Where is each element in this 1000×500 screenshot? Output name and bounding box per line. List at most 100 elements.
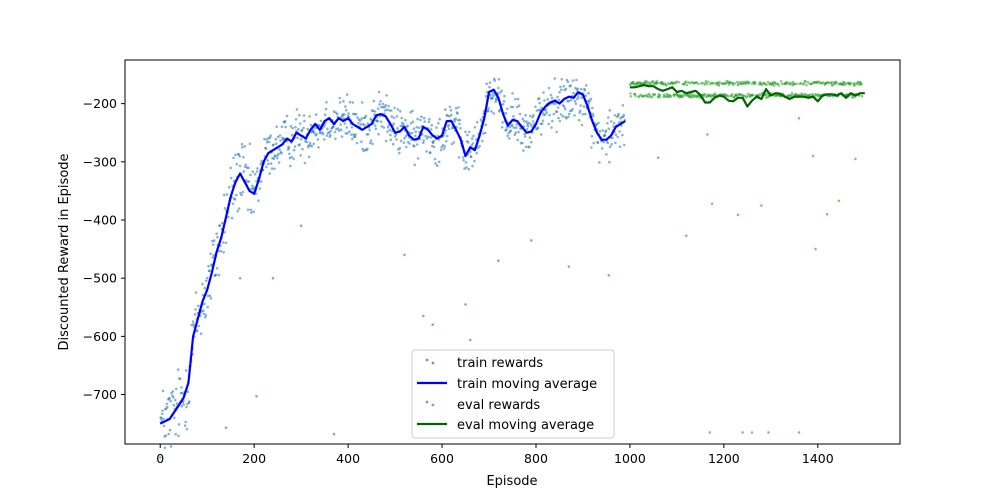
eval-reward-point — [786, 81, 789, 84]
train-reward-point — [507, 137, 511, 140]
train-reward-point — [464, 303, 467, 306]
train-reward-point — [523, 135, 527, 138]
train-reward-point — [221, 241, 225, 244]
legend-label-train-rewards: train rewards — [457, 356, 543, 371]
train-reward-point — [299, 138, 303, 141]
train-reward-point — [270, 167, 274, 170]
train-reward-point — [505, 126, 509, 129]
train-reward-point — [386, 125, 390, 129]
train-reward-point — [333, 130, 337, 134]
train-reward-point — [387, 104, 390, 108]
train-reward-point — [350, 133, 353, 136]
train-reward-point — [445, 140, 448, 143]
train-reward-point — [450, 113, 453, 117]
train-reward-point — [307, 144, 311, 147]
train-reward-point — [461, 156, 465, 159]
train-reward-point — [265, 138, 269, 141]
train-reward-point — [158, 456, 162, 459]
train-reward-point — [248, 142, 252, 146]
train-reward-point — [582, 105, 586, 108]
train-reward-point — [235, 193, 238, 197]
eval-reward-point — [780, 82, 784, 86]
train-reward-point — [577, 118, 581, 122]
train-reward-point — [388, 128, 392, 132]
train-reward-point — [521, 117, 525, 121]
train-reward-point — [495, 98, 498, 102]
train-reward-point — [342, 99, 345, 103]
train-reward-point — [607, 127, 611, 130]
train-reward-point — [491, 92, 495, 95]
train-reward-point — [583, 88, 587, 92]
train-reward-point — [391, 142, 395, 146]
train-reward-point — [253, 173, 257, 176]
train-reward-point — [344, 105, 347, 108]
train-reward-point — [280, 152, 283, 155]
train-reward-point — [317, 146, 320, 149]
train-reward-point — [580, 96, 583, 99]
train-reward-point — [241, 146, 244, 149]
train-reward-point — [309, 123, 313, 127]
train-reward-point — [584, 112, 587, 116]
train-reward-point — [558, 119, 562, 123]
train-reward-point — [509, 105, 513, 109]
train-reward-point — [350, 126, 354, 129]
train-reward-point — [336, 112, 339, 116]
x-tick-label: 1400 — [802, 451, 834, 466]
train-reward-point — [299, 154, 303, 157]
train-reward-point — [161, 409, 164, 413]
train-reward-point — [529, 114, 532, 118]
train-reward-point — [412, 127, 416, 130]
train-reward-point — [318, 124, 321, 127]
train-reward-point — [411, 109, 414, 113]
eval-reward-point — [634, 94, 637, 98]
train-reward-point — [237, 207, 241, 210]
train-reward-point — [579, 87, 583, 91]
train-reward-point — [623, 143, 626, 147]
train-reward-point — [376, 107, 380, 110]
train-reward-point — [360, 140, 363, 144]
eval-reward-point — [754, 81, 757, 84]
train-reward-point — [389, 133, 392, 137]
eval-reward-point — [829, 94, 832, 98]
train-reward-point — [456, 112, 459, 115]
train-reward-point — [423, 120, 427, 123]
train-reward-point — [163, 446, 167, 450]
train-reward-point — [396, 127, 399, 130]
train-reward-point — [596, 141, 600, 145]
train-reward-point — [373, 113, 376, 116]
train-reward-point — [540, 122, 544, 125]
train-reward-point — [450, 142, 454, 146]
train-reward-point — [290, 155, 294, 159]
train-reward-point — [497, 86, 500, 90]
train-reward-point — [229, 176, 233, 180]
train-reward-point — [399, 124, 403, 128]
train-reward-point — [490, 110, 493, 113]
eval-reward-point — [806, 80, 810, 84]
train-reward-point — [344, 108, 348, 112]
eval-reward-point — [685, 234, 688, 237]
train-reward-point — [560, 88, 563, 92]
eval-reward-point — [629, 95, 633, 98]
train-reward-point — [382, 126, 386, 129]
train-reward-point — [168, 428, 172, 432]
train-reward-point — [343, 113, 346, 116]
train-reward-point — [310, 144, 314, 148]
train-reward-point — [206, 294, 210, 298]
train-reward-point — [511, 105, 515, 109]
train-reward-point — [278, 134, 282, 137]
train-reward-point — [457, 106, 460, 109]
train-reward-point — [238, 154, 241, 158]
eval-reward-point — [669, 95, 673, 98]
eval-reward-point — [650, 95, 654, 99]
train-reward-point — [502, 99, 506, 103]
train-reward-point — [522, 149, 525, 152]
train-reward-point — [500, 89, 504, 92]
train-reward-point — [542, 91, 545, 94]
train-reward-point — [240, 193, 243, 197]
train-reward-point — [597, 121, 600, 125]
eval-reward-point — [704, 79, 708, 83]
train-reward-point — [479, 118, 483, 121]
train-reward-point — [621, 133, 624, 137]
train-reward-point — [587, 91, 590, 95]
train-reward-point — [240, 142, 244, 146]
